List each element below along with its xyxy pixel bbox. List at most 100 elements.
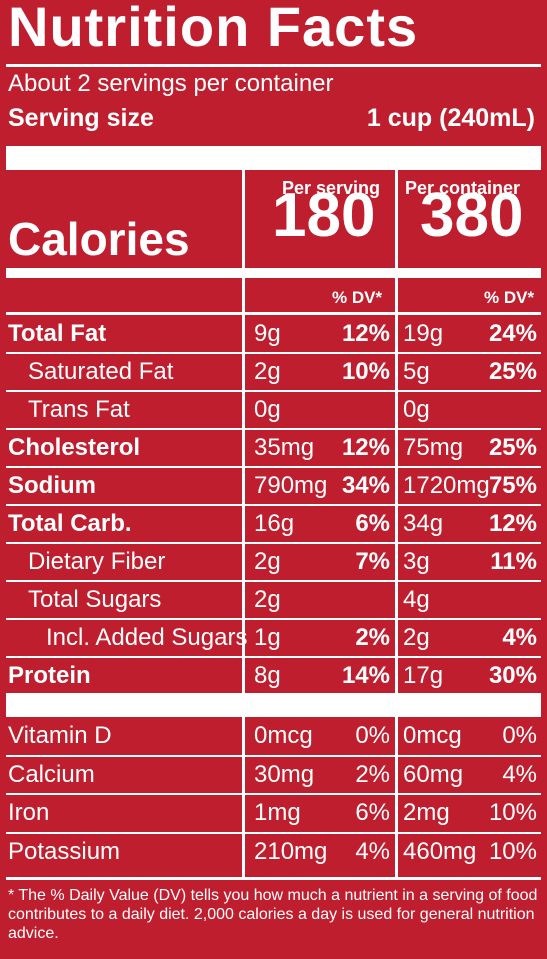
nutrient-name: Potassium bbox=[8, 837, 121, 865]
nutrient-name: Total Fat bbox=[8, 320, 107, 347]
nutrient-row: Protein 8g 14% 17g 30% bbox=[0, 657, 547, 695]
container-daily-value: 24% bbox=[488, 320, 537, 347]
serving-daily-value: 0% bbox=[355, 722, 390, 749]
container-daily-value: 4% bbox=[502, 624, 537, 651]
nutrient-name: Total Carb. bbox=[8, 510, 132, 537]
row-divider bbox=[6, 504, 541, 506]
container-amount: 2g bbox=[403, 624, 430, 651]
serving-daily-value: 12% bbox=[341, 320, 390, 347]
serving-daily-value: 7% bbox=[355, 548, 390, 575]
nutrient-row: Cholesterol 35mg 12% 75mg 25% bbox=[0, 429, 547, 467]
column-divider-right bbox=[395, 170, 398, 877]
row-divider bbox=[6, 831, 541, 834]
container-daily-value: 30% bbox=[488, 662, 537, 689]
container-amount: 460mg bbox=[403, 837, 477, 865]
nutrient-row: Sodium 790mg 34% 1720mg 75% bbox=[0, 467, 547, 505]
container-amount: 60mg bbox=[403, 760, 464, 788]
nutrient-name: Saturated Fat bbox=[28, 358, 174, 385]
title-rule bbox=[6, 64, 541, 67]
row-divider bbox=[6, 580, 541, 582]
serving-amount: 2g bbox=[254, 358, 281, 385]
calories-label: Calories bbox=[8, 213, 190, 265]
footnote-rule bbox=[6, 877, 541, 880]
serving-amount: 0mcg bbox=[254, 722, 313, 749]
row-divider bbox=[6, 656, 541, 658]
serving-daily-value: 12% bbox=[341, 434, 390, 461]
container-amount: 2mg bbox=[403, 799, 450, 826]
servings-per-container: About 2 servings per container bbox=[8, 70, 334, 97]
nutrient-name: Incl. Added Sugars bbox=[46, 624, 248, 651]
dv-header-container: % DV* bbox=[484, 288, 535, 307]
nutrient-name: Iron bbox=[8, 799, 50, 826]
row-divider bbox=[6, 428, 541, 430]
container-daily-value: 4% bbox=[502, 760, 537, 788]
dv-header-rule bbox=[6, 312, 541, 315]
container-amount: 17g bbox=[403, 662, 444, 689]
calories-bar bbox=[6, 268, 541, 278]
row-divider bbox=[6, 793, 541, 795]
serving-daily-value: 34% bbox=[341, 472, 390, 499]
serving-size-label: Serving size bbox=[8, 104, 154, 132]
nutrient-row: Incl. Added Sugars 1g 2% 2g 4% bbox=[0, 619, 547, 657]
thick-bar-bottom bbox=[6, 693, 541, 717]
footnote: * The % Daily Value (DV) tells you how m… bbox=[8, 887, 538, 942]
nutrient-name: Vitamin D bbox=[8, 722, 112, 749]
serving-daily-value: 2% bbox=[355, 760, 390, 788]
serving-amount: 2g bbox=[254, 586, 281, 613]
nutrient-name: Calcium bbox=[8, 760, 95, 788]
serving-daily-value: 4% bbox=[355, 837, 390, 865]
serving-amount: 1g bbox=[254, 624, 281, 651]
container-daily-value: 12% bbox=[488, 510, 537, 537]
container-daily-value: 10% bbox=[488, 799, 537, 826]
serving-amount: 16g bbox=[254, 510, 295, 537]
container-daily-value: 25% bbox=[488, 434, 537, 461]
container-daily-value: 75% bbox=[488, 472, 537, 499]
container-amount: 75mg bbox=[403, 434, 464, 461]
column-divider-left bbox=[242, 170, 245, 877]
nutrient-name: Sodium bbox=[8, 472, 96, 499]
nutrient-row: Total Sugars 2g 4g bbox=[0, 581, 547, 619]
serving-amount: 8g bbox=[254, 662, 281, 689]
container-daily-value: 0% bbox=[502, 722, 537, 749]
vitamin-row: Calcium 30mg 2% 60mg 4% bbox=[0, 756, 547, 794]
container-amount: 0mcg bbox=[403, 722, 462, 749]
container-amount: 0g bbox=[403, 396, 430, 423]
serving-amount: 790mg bbox=[254, 472, 328, 499]
serving-amount: 0g bbox=[254, 396, 281, 423]
vitamin-row: Vitamin D 0mcg 0% 0mcg 0% bbox=[0, 717, 547, 755]
serving-daily-value: 2% bbox=[355, 624, 390, 651]
nutrient-name: Protein bbox=[8, 662, 91, 689]
serving-daily-value: 6% bbox=[355, 799, 390, 826]
container-amount: 5g bbox=[403, 358, 430, 385]
container-amount: 19g bbox=[403, 320, 444, 347]
container-daily-value: 10% bbox=[488, 837, 537, 865]
per-container-header: Per container bbox=[405, 178, 521, 198]
row-divider bbox=[6, 390, 541, 392]
row-divider bbox=[6, 618, 541, 620]
vitamin-row: Iron 1mg 6% 2mg 10% bbox=[0, 794, 547, 832]
serving-daily-value: 14% bbox=[341, 662, 390, 689]
container-amount: 34g bbox=[403, 510, 444, 537]
serving-amount: 210mg bbox=[254, 837, 328, 865]
container-amount: 3g bbox=[403, 548, 430, 575]
nutrient-name: Dietary Fiber bbox=[28, 548, 166, 575]
row-divider bbox=[6, 466, 541, 468]
calories-per-container: 380 bbox=[420, 181, 524, 250]
container-daily-value: 11% bbox=[490, 548, 537, 575]
nutrient-row: Total Fat 9g 12% 19g 24% bbox=[0, 315, 547, 353]
thick-bar-top bbox=[6, 146, 541, 170]
row-divider bbox=[6, 754, 541, 757]
nutrient-name: Cholesterol bbox=[8, 434, 141, 461]
per-serving-header: Per serving bbox=[282, 178, 381, 198]
label-title: Nutrition Facts bbox=[8, 0, 419, 58]
row-divider bbox=[6, 352, 541, 354]
calories-per-serving: 180 bbox=[272, 181, 376, 250]
container-amount: 4g bbox=[403, 586, 430, 613]
nutrient-row: Trans Fat 0g 0g bbox=[0, 391, 547, 429]
serving-amount: 35mg bbox=[254, 434, 315, 461]
dv-header-serving: % DV* bbox=[332, 288, 383, 307]
container-amount: 1720mg bbox=[403, 472, 490, 499]
nutrient-row: Saturated Fat 2g 10% 5g 25% bbox=[0, 353, 547, 391]
serving-daily-value: 10% bbox=[341, 358, 390, 385]
row-divider bbox=[6, 542, 541, 544]
